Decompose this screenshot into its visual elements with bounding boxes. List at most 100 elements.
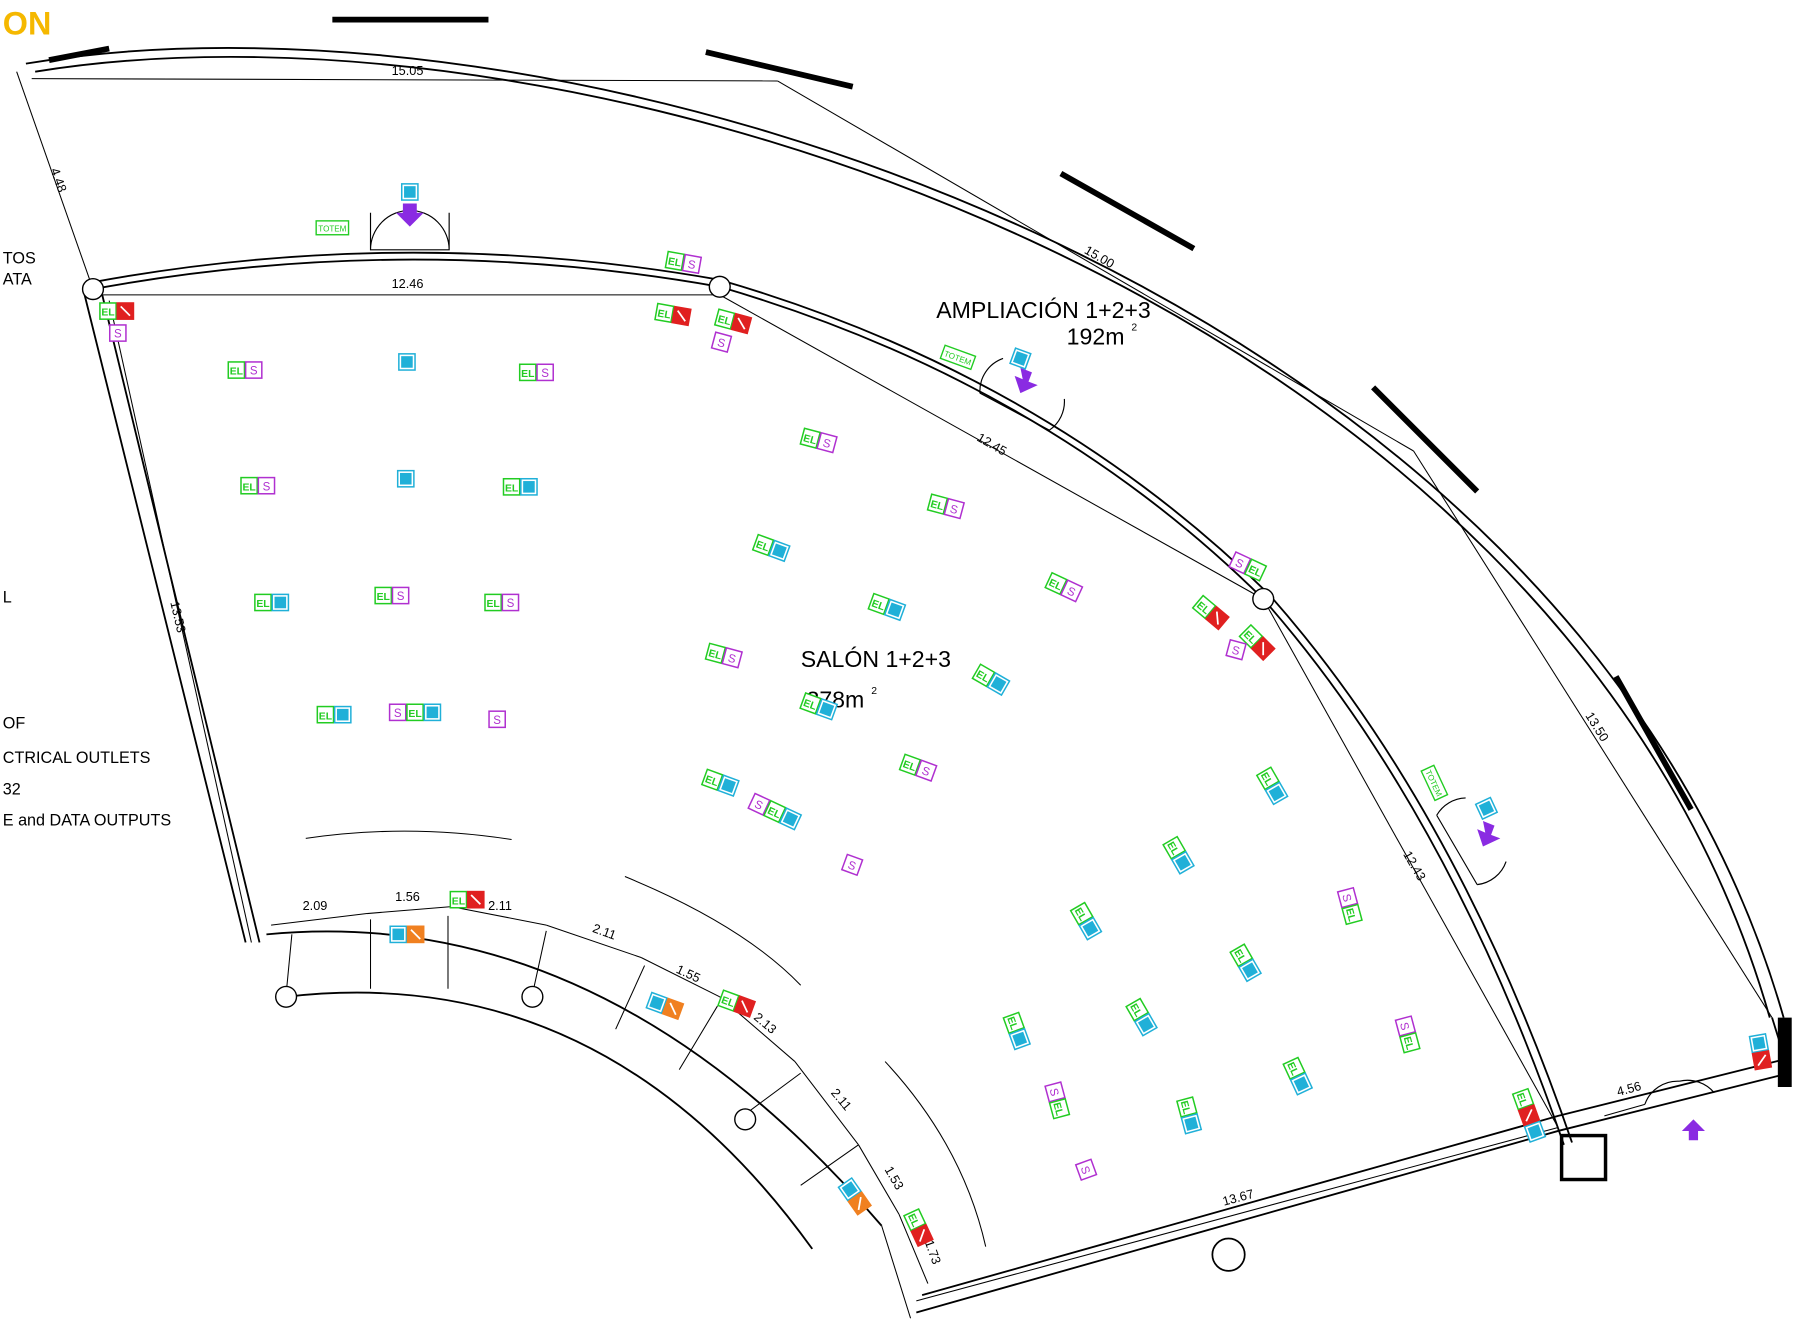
dimension-line (916, 1126, 1559, 1302)
outlet-mark (737, 317, 746, 330)
outlet-group: EL (1069, 901, 1103, 941)
data-fill (404, 186, 416, 198)
column (521, 985, 544, 1008)
outlet-group: S EL (1394, 1015, 1421, 1054)
outlet-group: S EL (1336, 886, 1363, 926)
outlet-label: EL (505, 483, 519, 494)
outlet-label: S (263, 481, 271, 493)
dimension-line (794, 1061, 859, 1146)
data-fill (1012, 351, 1028, 366)
outlet-group: EL (1229, 943, 1263, 983)
data-fill (782, 811, 799, 827)
outlet-group: EL S (704, 642, 744, 669)
outlet-label: S (846, 859, 858, 873)
column (1777, 1017, 1792, 1088)
outlet-group: EL (502, 477, 538, 496)
outlet-group: EL (99, 302, 135, 320)
service-arc (266, 930, 883, 1250)
outlet-group (389, 925, 425, 944)
outlet-mark (1262, 642, 1265, 656)
outlet-box (664, 250, 686, 272)
outlet-box (240, 476, 258, 495)
outlet-group: EL (1125, 997, 1158, 1037)
outlet-group: EL (717, 989, 757, 1018)
data-fill (400, 472, 412, 485)
column (1252, 587, 1275, 611)
outlet-box (1282, 1056, 1306, 1080)
data-fill (426, 706, 439, 719)
outlet-box (1399, 1031, 1421, 1054)
outlet-box (99, 302, 117, 320)
outlet-label: EL (802, 433, 818, 447)
dimension-label: 1.56 (395, 889, 420, 904)
outlet-label: S (1078, 1165, 1092, 1177)
room-dividers (285, 915, 912, 1319)
outlet-group: EL (799, 692, 839, 721)
dimension-line (271, 913, 368, 926)
outlet-mark (410, 929, 421, 940)
data-fill (1268, 785, 1285, 802)
outlet-label: S (687, 259, 697, 272)
legend-text: CTRICAL OUTLETS (3, 749, 151, 767)
outlet-label: S (716, 337, 727, 351)
outlet-group (837, 1176, 873, 1216)
outlet-box (654, 302, 675, 324)
column (274, 985, 298, 1008)
outlet-box (700, 768, 724, 792)
outlet-group: S EL (1044, 1081, 1071, 1120)
outlet-label: S (726, 653, 737, 667)
outlet-label: S (1397, 1021, 1411, 1032)
outlet-group: EL (1511, 1087, 1547, 1144)
outlet-group: EL (751, 533, 791, 563)
dimension-line (898, 1214, 929, 1284)
outlet-box (227, 361, 246, 379)
data-fill (721, 778, 736, 794)
outlet-label: EL (452, 896, 466, 907)
outlet-box (1044, 571, 1068, 596)
outlet-label: S (493, 715, 501, 727)
outlet-label: S (1230, 645, 1241, 659)
outlet-box (747, 792, 771, 816)
outlet-box (762, 799, 787, 824)
outlet-box (1069, 901, 1094, 926)
outlet-box (717, 989, 740, 1012)
outlet-box (244, 361, 263, 379)
room-area-exp: 2 (1131, 323, 1137, 334)
outlet-label: S (1339, 893, 1353, 904)
door (1644, 1079, 1715, 1105)
dimension-line (1262, 598, 1559, 1128)
outlet-box (391, 586, 410, 605)
outlet-box (1238, 623, 1264, 649)
outlet-box (898, 753, 922, 777)
outlet-label: EL (707, 648, 723, 662)
outlet-box (518, 363, 537, 382)
outlet-box (316, 705, 335, 724)
outlet-label: EL (377, 592, 391, 603)
outlet-box (1243, 558, 1268, 582)
outlet-mark (919, 1228, 926, 1242)
door (1436, 797, 1507, 886)
room-area-exp: 2 (871, 686, 877, 697)
outlet-group: EL (449, 890, 485, 909)
totem-label: TOTEM (318, 224, 346, 233)
outlet-box (1229, 943, 1254, 968)
outlet-box (710, 331, 733, 353)
column (1559, 1133, 1608, 1182)
outlet-box (374, 586, 393, 605)
outlet-box (1228, 550, 1252, 575)
outlet-mark (669, 1002, 677, 1016)
outlet-group: EL (654, 302, 692, 327)
outlet-label: EL (319, 711, 333, 722)
outlet-mark (1215, 611, 1219, 625)
outlet-box (406, 703, 424, 722)
outlet-box (914, 759, 938, 782)
screens (305, 830, 987, 1247)
outlet-label: EL (765, 806, 782, 822)
dimension-line (858, 1144, 900, 1215)
outlet-box (1048, 1097, 1071, 1120)
outlet-label: S (821, 437, 832, 451)
partition-wall-2 (92, 251, 1573, 1143)
outlet-box (484, 593, 502, 612)
outlet-group: EL (867, 592, 907, 622)
